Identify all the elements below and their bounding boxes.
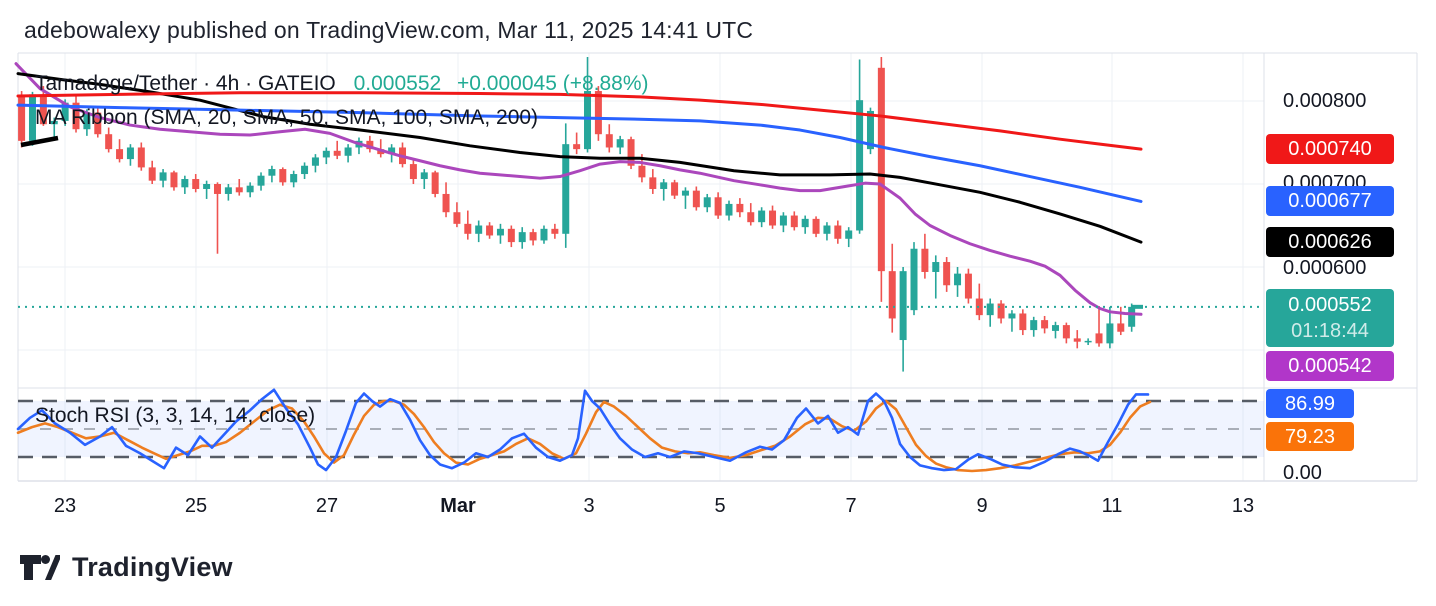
sma200-price-value: 0.000740 <box>1288 138 1372 160</box>
sma200-price-badge: 0.000740 <box>1266 134 1394 164</box>
sma50-price-value: 0.000626 <box>1288 231 1372 253</box>
price-axis-label: 0.000600 <box>1283 257 1367 279</box>
price-axis-label: 0.000800 <box>1283 90 1367 112</box>
symbol-legend[interactable]: Tamadoge/Tether · 4h · GATEIO 0.000552 +… <box>35 72 649 96</box>
time-axis-label: 25 <box>184 495 208 517</box>
sma100-price-value: 0.000677 <box>1288 190 1372 212</box>
time-axis-label: 23 <box>53 495 77 517</box>
stoch-k-value: 86.99 <box>1284 392 1336 415</box>
stoch-d-badge: 79.23 <box>1266 422 1354 451</box>
symbol-title: Tamadoge/Tether · 4h · GATEIO <box>35 72 336 95</box>
stoch-rsi-legend[interactable]: Stoch RSI (3, 3, 14, 14, close) <box>35 404 316 427</box>
current-price-badge: 0.000552 01:18:44 <box>1266 289 1394 347</box>
sma50-price-badge: 0.000626 <box>1266 227 1394 257</box>
time-axis-label: 27 <box>315 495 339 517</box>
time-axis-label: 9 <box>976 495 988 517</box>
sma100-price-badge: 0.000677 <box>1266 186 1394 216</box>
tradingview-logo-icon[interactable] <box>20 554 60 581</box>
stoch-k-badge: 86.99 <box>1266 389 1354 418</box>
time-axis-label: 7 <box>845 495 857 517</box>
current-price-value: 0.000552 <box>1288 294 1372 316</box>
sma20-price-value: 0.000542 <box>1288 355 1372 377</box>
last-price-value: 0.000552 <box>353 72 442 95</box>
ma-ribbon-legend[interactable]: MA Ribbon (SMA, 20, SMA, 50, SMA, 100, S… <box>35 106 539 129</box>
time-axis-label: 11 <box>1101 495 1123 517</box>
time-axis-label: Mar <box>440 495 476 517</box>
time-axis-label: 3 <box>583 495 595 517</box>
stoch-d-value: 79.23 <box>1284 425 1336 448</box>
time-axis-label: 5 <box>714 495 726 517</box>
time-axis-label: 13 <box>1231 495 1255 517</box>
publish-header: adebowalexy published on TradingView.com… <box>24 17 754 43</box>
brand-name: TradingView <box>72 552 233 582</box>
bar-close-countdown: 01:18:44 <box>1291 320 1369 342</box>
sma20-price-badge: 0.000542 <box>1266 351 1394 381</box>
footer-branding: TradingView <box>20 552 233 583</box>
price-axis-label: 0.00 <box>1283 462 1322 484</box>
price-change-value: +0.000045 (+8.88%) <box>457 72 649 95</box>
